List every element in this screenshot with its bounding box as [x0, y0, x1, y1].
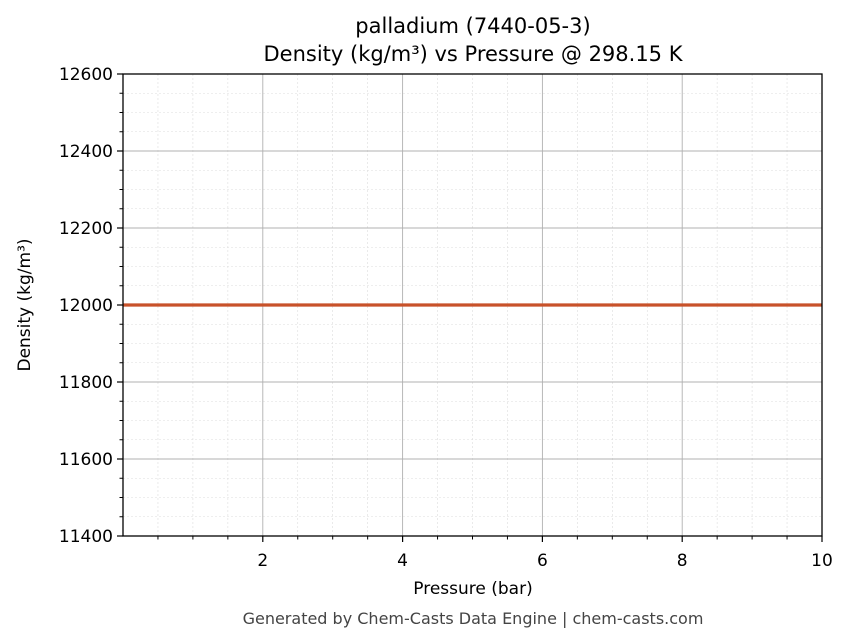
x-tick-label: 2: [257, 551, 268, 571]
x-tick-labels: 2 4 6 8 10: [257, 551, 832, 571]
x-axis-label: Pressure (bar): [413, 579, 532, 599]
x-tick-label: 4: [397, 551, 408, 571]
y-tick-label: 11800: [59, 373, 113, 393]
x-tick-label: 6: [537, 551, 548, 571]
y-tick-label: 12000: [59, 296, 113, 316]
y-tick-labels: 11400 11600 11800 12000 12200 12400 12600: [59, 65, 113, 547]
y-tick-label: 11600: [59, 450, 113, 470]
y-tick-label: 12200: [59, 219, 113, 239]
x-tick-label: 10: [811, 551, 833, 571]
y-tick-label: 12400: [59, 142, 113, 162]
chart-title: palladium (7440-05-3): [355, 14, 590, 38]
chart-subtitle: Density (kg/m³) vs Pressure @ 298.15 K: [263, 42, 683, 66]
axis-ticks: [117, 73, 823, 542]
x-tick-label: 8: [677, 551, 688, 571]
y-tick-label: 11400: [59, 527, 113, 547]
y-tick-label: 12600: [59, 65, 113, 85]
y-axis-label: Density (kg/m³): [15, 238, 35, 371]
footer-credit: Generated by Chem-Casts Data Engine | ch…: [243, 609, 704, 628]
